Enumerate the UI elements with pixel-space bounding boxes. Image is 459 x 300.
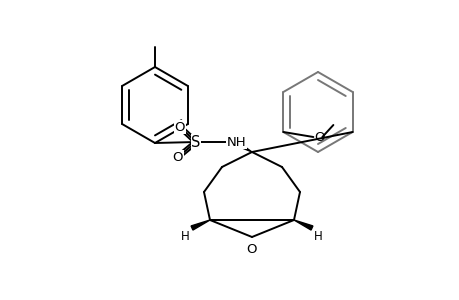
Text: H: H <box>313 230 322 243</box>
Polygon shape <box>293 220 312 230</box>
Text: H: H <box>181 230 190 243</box>
Text: O: O <box>173 151 183 164</box>
Polygon shape <box>232 140 252 152</box>
Text: S: S <box>191 134 200 149</box>
Text: O: O <box>174 121 185 134</box>
Polygon shape <box>190 220 210 230</box>
Text: O: O <box>246 243 257 256</box>
Text: O: O <box>313 130 324 143</box>
Text: NH: NH <box>226 136 246 148</box>
